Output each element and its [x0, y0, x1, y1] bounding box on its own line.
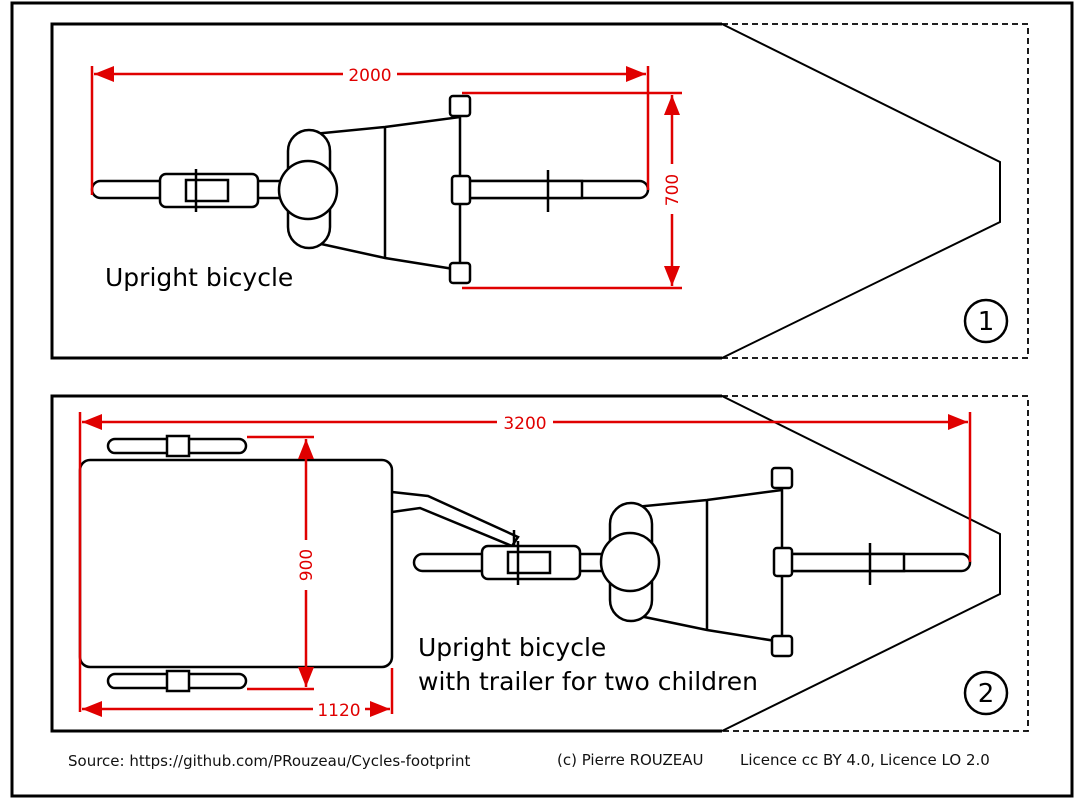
panel-2-label-line2: with trailer for two children	[418, 667, 758, 696]
panel-2-number-circle	[963, 670, 1009, 716]
panel-1-label: Upright bicycle	[105, 263, 293, 292]
outer-frame	[10, 1, 1074, 798]
panel-1-dashed-box	[722, 23, 1029, 359]
trailer-hitch-arm	[391, 490, 520, 548]
panel-2-dashed-box	[722, 395, 1029, 732]
panel-1-number-circle	[963, 298, 1009, 344]
bicycle-2	[412, 466, 972, 658]
trailer-body	[78, 458, 394, 669]
dim-3200-label: 3200	[503, 414, 546, 434]
dim-900-label: 900	[297, 549, 317, 581]
panel-2: 3200 900 1120 Upright bicycle with trail…	[50, 394, 1029, 733]
panel-2-label-line1: Upright bicycle	[418, 633, 606, 662]
panel-1-footprint-taper	[721, 23, 1001, 359]
panel-1-footprint-solid	[50, 22, 722, 360]
panel-1: 2000 700 Upright bicycle 1	[50, 22, 1029, 360]
panel-1-number: 1	[978, 307, 995, 337]
panel-2-number: 2	[978, 679, 995, 709]
bicycle-1-rider-head	[277, 159, 339, 221]
footer-copyright: (c) Pierre ROUZEAU	[557, 751, 704, 769]
bicycle-2-rider-head	[599, 531, 661, 593]
bicycle-1-rear-block	[184, 178, 230, 203]
dim-700-label: 700	[663, 174, 683, 206]
panel-2-footprint-solid	[50, 394, 722, 733]
trailer	[78, 434, 520, 693]
panel-2-footprint-taper	[721, 395, 1001, 732]
footer-licence: Licence cc BY 4.0, Licence LO 2.0	[740, 751, 990, 769]
dim-1120-label: 1120	[317, 701, 360, 721]
footer-source: Source: https://github.com/PRouzeau/Cycl…	[68, 752, 471, 770]
dim-2000-label: 2000	[348, 66, 391, 86]
bicycle-1	[90, 94, 650, 285]
